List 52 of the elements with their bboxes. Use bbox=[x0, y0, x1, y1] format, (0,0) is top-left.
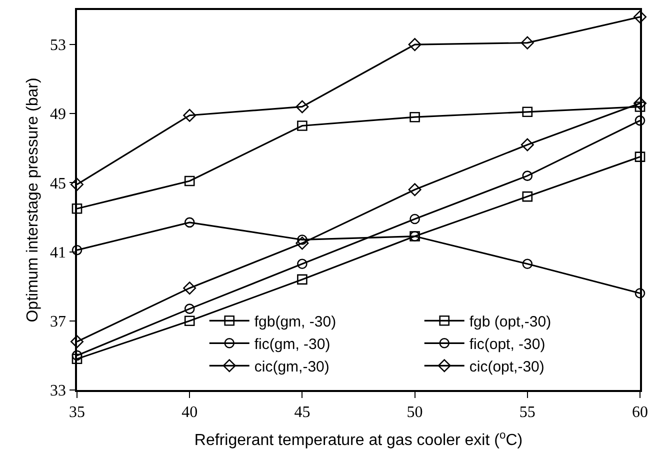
x-tick-label: 55 bbox=[519, 404, 536, 421]
legend-label: fgb(gm, -30) bbox=[254, 314, 336, 330]
legend-label: fic(opt, -30) bbox=[469, 336, 546, 353]
point bbox=[183, 108, 196, 122]
point bbox=[408, 38, 422, 52]
point bbox=[184, 316, 195, 326]
point bbox=[297, 120, 308, 131]
x-axis-title: Refrigerant temperature at gas cooler exit ($^{o}$C) bbox=[194, 429, 523, 450]
point bbox=[297, 258, 308, 270]
point bbox=[408, 183, 422, 196]
point bbox=[634, 10, 646, 24]
legend-label: fgb (opt,-30) bbox=[469, 314, 552, 330]
x-tick-label: 50 bbox=[406, 404, 423, 421]
point bbox=[184, 217, 195, 228]
point bbox=[520, 36, 534, 50]
point bbox=[184, 304, 195, 314]
point bbox=[296, 236, 309, 250]
point bbox=[410, 112, 420, 122]
y-tick-label: 41 bbox=[50, 244, 66, 262]
point bbox=[522, 191, 533, 202]
y-tick-label: 37 bbox=[50, 314, 66, 331]
point bbox=[296, 100, 309, 114]
x-tick-label: 60 bbox=[632, 404, 648, 421]
y-tick-label: 49 bbox=[50, 106, 66, 124]
point bbox=[634, 115, 646, 126]
y-axis-title: Optimum interstage pressure (bar) bbox=[24, 78, 42, 322]
point bbox=[634, 102, 646, 112]
point bbox=[70, 178, 84, 191]
point bbox=[410, 214, 420, 224]
y-tick-label: 53 bbox=[50, 37, 66, 54]
point bbox=[183, 282, 196, 295]
point bbox=[522, 170, 533, 181]
point bbox=[522, 258, 533, 270]
point bbox=[634, 288, 646, 298]
point bbox=[72, 354, 82, 364]
point bbox=[184, 176, 195, 186]
x-tick-label: 45 bbox=[294, 404, 310, 421]
legend-label: fic(gm, -30) bbox=[254, 336, 330, 353]
y-tick-label: 33 bbox=[50, 382, 66, 400]
x-tick-label: 35 bbox=[69, 404, 85, 421]
point bbox=[634, 152, 646, 162]
point bbox=[634, 96, 646, 110]
legend-label: cic(gm,-30) bbox=[254, 358, 330, 376]
point bbox=[70, 335, 84, 348]
point bbox=[72, 244, 82, 256]
point bbox=[297, 274, 308, 285]
point bbox=[72, 203, 82, 214]
point bbox=[522, 106, 533, 118]
y-tick-label: 45 bbox=[50, 175, 66, 192]
point bbox=[520, 138, 534, 152]
legend-label: cic(opt,-30) bbox=[469, 358, 544, 376]
x-tick-label: 40 bbox=[182, 404, 198, 421]
